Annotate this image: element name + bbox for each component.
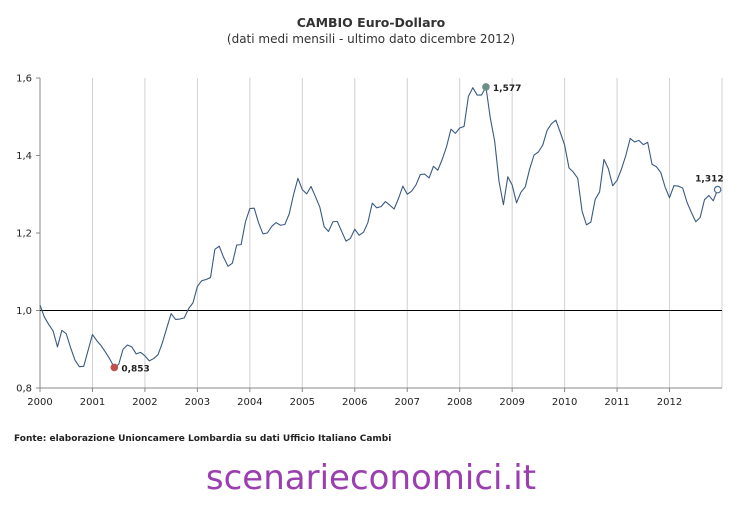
x-tick-label: 2003 xyxy=(185,397,210,408)
x-tick-label: 2011 xyxy=(604,397,629,408)
annotation-label: 0,853 xyxy=(121,364,149,374)
watermark-text: scenarieconomici.it xyxy=(205,458,537,498)
x-tick-label: 2001 xyxy=(80,397,105,408)
y-tick-label: 0,8 xyxy=(16,384,32,395)
x-tick-label: 2009 xyxy=(499,397,524,408)
chart-subtitle: (dati medi mensili - ultimo dato dicembr… xyxy=(226,32,516,46)
series-line-eurusd xyxy=(39,86,719,369)
x-tick-label: 2002 xyxy=(132,397,157,408)
source-note: Fonte: elaborazione Unioncamere Lombardi… xyxy=(14,434,392,444)
chart-title: CAMBIO Euro-Dollaro xyxy=(296,15,446,30)
y-tick-label: 1,4 xyxy=(16,151,32,162)
annotation-label: 1,312 xyxy=(695,175,723,185)
annotation-marker xyxy=(482,83,490,91)
x-tick-label: 2004 xyxy=(237,397,262,408)
y-tick-label: 1,0 xyxy=(16,306,32,317)
x-tick-label: 2008 xyxy=(447,397,472,408)
annotation-marker xyxy=(110,363,119,372)
y-tick-label: 1,6 xyxy=(16,74,32,85)
line-chart: 0,8 1,0 1,2 1,4 1,6 2000 2001 2002 2003 2004 2005 2… xyxy=(16,74,724,409)
x-tick-label: 2000 xyxy=(27,397,52,408)
x-tick-label: 2010 xyxy=(552,397,577,408)
x-tick-label: 2006 xyxy=(342,397,367,408)
annotation-marker xyxy=(713,185,722,194)
x-tick-label: 2005 xyxy=(290,397,315,408)
annotation-label: 1,577 xyxy=(493,84,521,94)
y-tick-label: 1,2 xyxy=(16,229,32,240)
x-tick-label: 2007 xyxy=(395,397,420,408)
x-tick-label: 2012 xyxy=(657,397,682,408)
